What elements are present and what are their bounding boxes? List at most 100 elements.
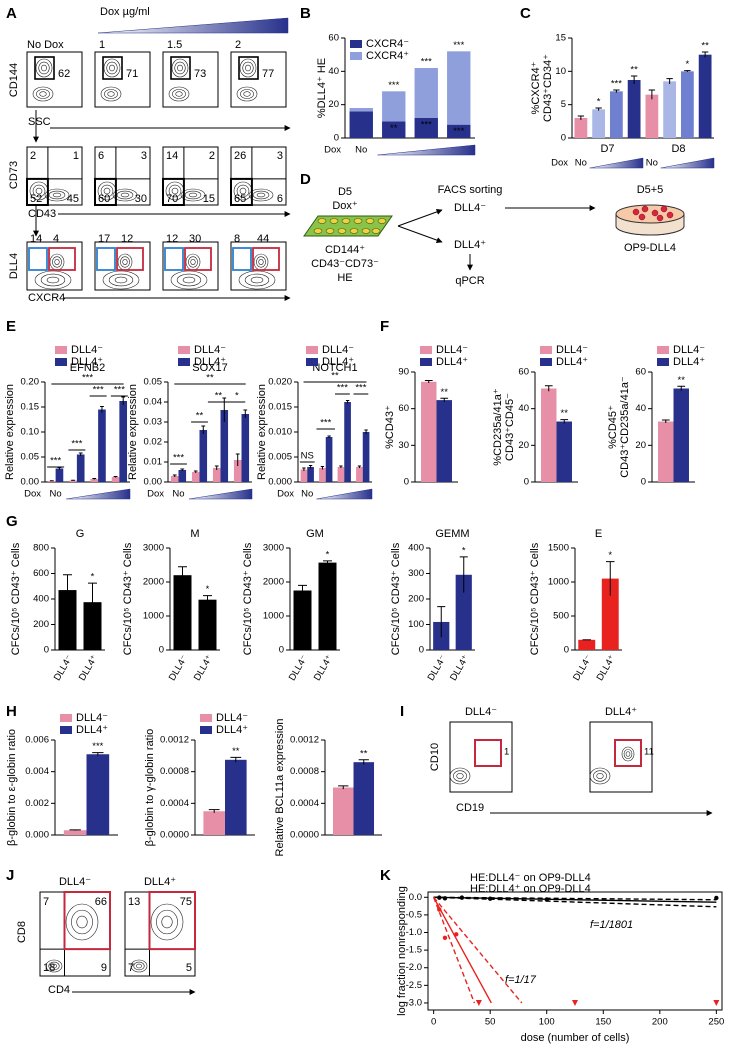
contour [41, 64, 47, 72]
y-axis-label: %CD43⁺ [384, 405, 396, 449]
y-tick-label: 2000 [143, 577, 164, 588]
error-bar [172, 474, 177, 477]
error-bar [320, 466, 325, 470]
y-tick-label: 15 [555, 33, 566, 44]
bar [344, 402, 351, 482]
bar [325, 437, 333, 482]
y-axis-label: Relative expression [127, 384, 139, 480]
x-tick-label: 50 [485, 1017, 496, 1028]
x-tick-label: 250 [708, 1017, 724, 1028]
legend-swatch [540, 346, 552, 354]
contour [103, 187, 111, 195]
y-tick-label: 2000 [263, 577, 284, 588]
contour [623, 749, 633, 759]
panel-label: K [380, 867, 391, 884]
contour [168, 86, 190, 102]
bar [578, 639, 596, 650]
y-tick-label: 0.20 [21, 377, 40, 388]
bar [198, 599, 217, 650]
x-tick-label: 100 [539, 1017, 555, 1028]
bar [199, 430, 208, 482]
legend-swatch [657, 346, 669, 354]
legend-swatch [306, 346, 318, 354]
line [433, 896, 717, 901]
bar [63, 830, 87, 835]
y-tick-label: 0.0004 [160, 798, 189, 809]
error-bar [203, 595, 212, 604]
y-tick-label: 400 [408, 543, 424, 554]
y-tick-label: -2.5 [406, 980, 422, 991]
significance: ** [441, 387, 449, 398]
error-bar [193, 470, 198, 473]
error-bar [78, 452, 83, 456]
y-tick-label: 60 [328, 33, 339, 44]
marker [487, 896, 493, 901]
quadrant-value: 13 [128, 896, 140, 908]
y-tick-label: 300 [408, 568, 424, 579]
gate [170, 56, 191, 80]
error-bar [63, 574, 72, 606]
annotation: *** [320, 418, 331, 429]
y-tick-label: 10 [555, 66, 566, 77]
title: Dox µg/ml [100, 6, 150, 18]
error-bar [613, 89, 620, 93]
contour [130, 959, 148, 973]
contour [170, 270, 208, 290]
chart-title: EFNB2 [70, 362, 105, 374]
contour [32, 184, 46, 198]
line [433, 896, 492, 1004]
panel-label: F [380, 318, 389, 335]
y-tick-label: 0.000 [268, 477, 292, 488]
error-bar [92, 752, 104, 756]
annotation: NS [301, 451, 314, 462]
cells [313, 218, 387, 234]
y-tick-label: 0.15 [21, 402, 40, 413]
y-axis-label: CFCs/10⁵ CD43⁺ Cells [10, 542, 22, 655]
error-bar [230, 756, 242, 763]
line [433, 896, 717, 903]
contour [54, 259, 60, 265]
legend-label: DLL4⁺ [556, 356, 588, 368]
chart-title: E [595, 528, 602, 540]
contour [258, 259, 264, 265]
contour [171, 58, 189, 78]
gate-value: 62 [58, 68, 70, 80]
gate [28, 247, 48, 271]
gate-value: 73 [194, 68, 206, 80]
legend-label: DLL4⁺ [76, 724, 108, 736]
annotation: ** [215, 391, 223, 402]
y-axis-label: CD144 [8, 63, 20, 97]
cells [632, 205, 674, 222]
marker [544, 897, 549, 902]
contour [177, 64, 183, 72]
contour [100, 86, 122, 102]
contour [621, 746, 635, 762]
error-bar [459, 556, 468, 593]
dose-gradient [660, 157, 715, 169]
gate [48, 247, 76, 271]
contour [100, 184, 114, 198]
y-tick-label: -0.5 [406, 909, 422, 920]
contour [103, 58, 121, 78]
gate [230, 177, 253, 206]
panel-label: E [6, 318, 16, 335]
contour [107, 91, 115, 97]
panel-label: I [400, 703, 404, 720]
error-bar [327, 435, 331, 438]
y-tick-label: 40 [328, 66, 339, 77]
bar [178, 470, 187, 482]
contour [182, 276, 196, 284]
legend-label: DLL4⁺ [216, 724, 248, 736]
contour [102, 270, 140, 290]
annotation: *** [71, 439, 82, 450]
error-bar [113, 476, 118, 478]
legend-label: CXCR4⁺ [366, 50, 409, 62]
error-bar [308, 465, 313, 469]
quadrant-value: 3 [277, 150, 283, 162]
error-bar [544, 385, 553, 392]
dox-label: Dox [324, 145, 341, 156]
bar [300, 469, 308, 482]
y-axis-label: β-globin to γ-globin ratio [144, 729, 156, 847]
gate [148, 891, 196, 951]
legend-label: DLL4⁻ [194, 344, 226, 356]
